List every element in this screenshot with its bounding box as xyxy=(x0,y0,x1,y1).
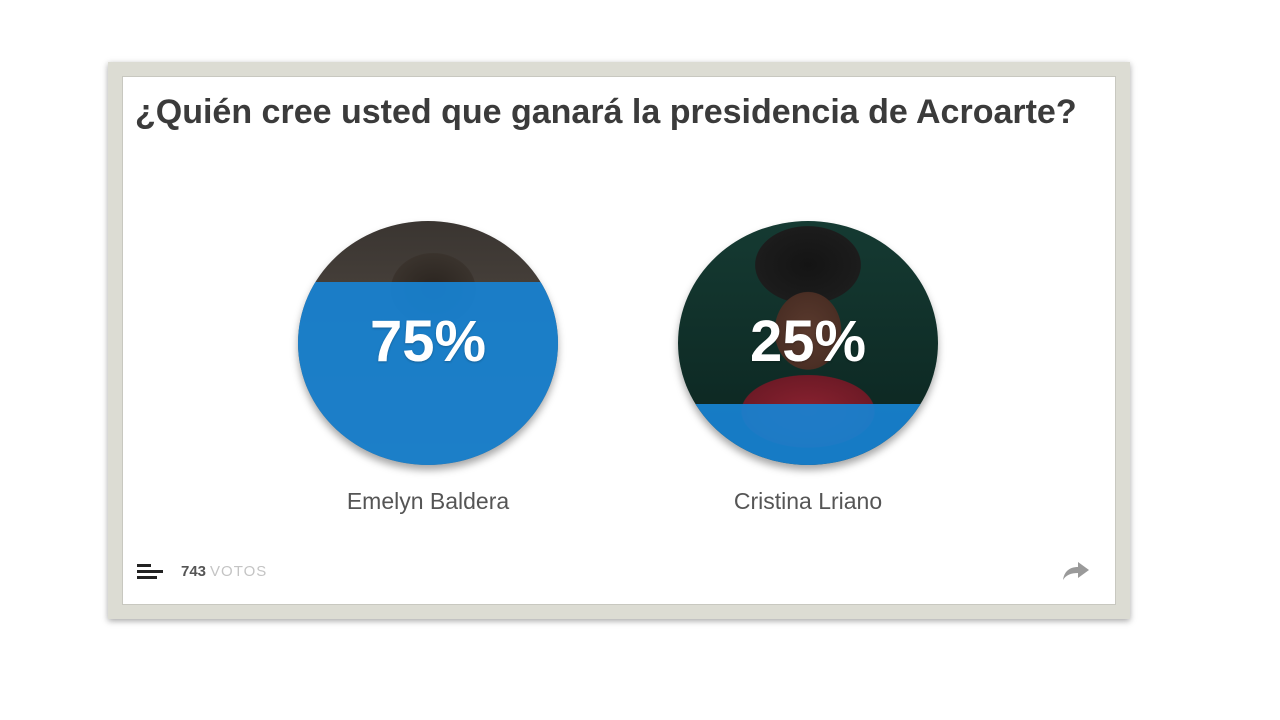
option-1-percent-fill xyxy=(298,282,558,465)
option-2-percent: 25% xyxy=(749,309,867,374)
option-2-photo[interactable]: 25% xyxy=(678,221,938,465)
poll-frame: ¿Quién cree usted que ganará la presiden… xyxy=(108,62,1130,619)
share-icon[interactable] xyxy=(1061,560,1091,582)
poll-footer: 743 VOTOS xyxy=(137,556,1091,586)
poll-option-1[interactable]: 75% Emelyn Baldera xyxy=(288,221,568,515)
option-1-percent: 75% xyxy=(369,309,487,374)
poll-card: ¿Quién cree usted que ganará la presiden… xyxy=(122,76,1116,605)
vote-count-number: 743 xyxy=(181,563,207,580)
vote-count-label: VOTOS xyxy=(210,563,268,580)
vote-count: 743 VOTOS xyxy=(181,563,267,581)
option-2-percent-fill xyxy=(678,404,938,465)
option-1-photo[interactable]: 75% xyxy=(298,221,558,465)
poll-question: ¿Quién cree usted que ganará la presiden… xyxy=(135,93,1077,131)
option-1-name: Emelyn Baldera xyxy=(346,488,510,514)
results-bars-icon[interactable] xyxy=(137,564,165,580)
option-2-name: Cristina Lriano xyxy=(733,488,883,514)
poll-option-2[interactable]: 25% Cristina Lriano xyxy=(668,221,948,515)
